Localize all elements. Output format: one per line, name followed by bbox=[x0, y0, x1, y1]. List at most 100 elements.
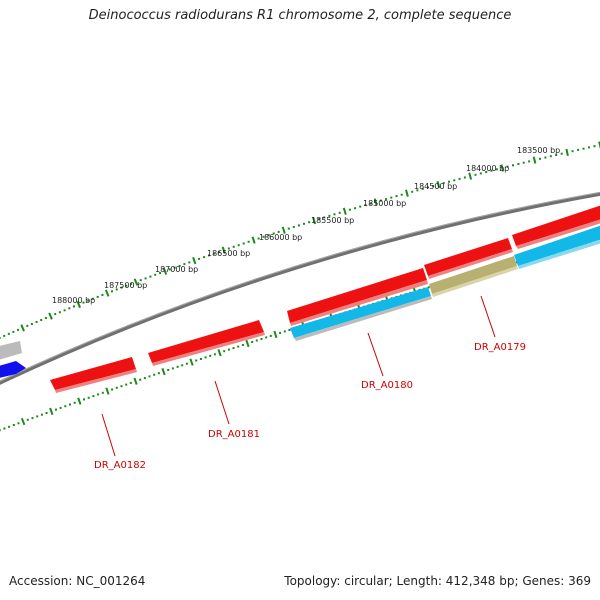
outer-ruler-dot bbox=[303, 222, 305, 225]
inner-ruler-tick bbox=[133, 377, 138, 385]
gene-gray-lower[interactable] bbox=[294, 296, 432, 341]
outer-ruler-dot bbox=[348, 208, 351, 211]
outer-ruler-dot bbox=[453, 179, 456, 182]
outer-ruler-dot bbox=[582, 147, 585, 150]
ruler-label: 187500 bp bbox=[104, 281, 147, 290]
outer-ruler-dot bbox=[3, 334, 6, 337]
gene-label-dr-a0180[interactable]: DR_A0180 bbox=[361, 380, 413, 391]
gene-gray-partial[interactable] bbox=[0, 341, 22, 361]
outer-ruler-dot bbox=[173, 266, 176, 269]
inner-ruler-dot bbox=[153, 373, 156, 376]
gene-label-dr-a0181[interactable]: DR_A0181 bbox=[208, 429, 260, 440]
outer-ruler-tick bbox=[500, 164, 505, 172]
outer-ruler-tick bbox=[133, 278, 139, 286]
outer-ruler-dot bbox=[528, 160, 531, 163]
outer-ruler-dot bbox=[96, 295, 99, 298]
inner-ruler-tick bbox=[161, 367, 166, 376]
outer-ruler-dot bbox=[159, 272, 162, 274]
gene-cyan-right[interactable] bbox=[514, 224, 600, 269]
outer-ruler-dot bbox=[588, 146, 590, 149]
gene-red-top[interactable] bbox=[424, 238, 513, 279]
inner-ruler-dot bbox=[427, 286, 430, 289]
outer-ruler-dot bbox=[237, 244, 240, 247]
inner-ruler-dot bbox=[40, 413, 43, 416]
gene-blue-partial[interactable] bbox=[0, 361, 26, 379]
outer-ruler-dot bbox=[333, 213, 336, 216]
outer-ruler-dot bbox=[12, 330, 15, 333]
callout-dr-a0182 bbox=[101, 413, 116, 457]
inner-ruler-dot bbox=[36, 415, 39, 418]
inner-ruler-dot bbox=[279, 331, 282, 334]
outer-ruler-dot bbox=[154, 273, 157, 276]
outer-ruler-tick bbox=[565, 148, 569, 157]
outer-ruler-dot bbox=[232, 245, 235, 248]
gene-label-dr-a0179[interactable]: DR_A0179 bbox=[474, 342, 526, 353]
inner-ruler-dot bbox=[265, 336, 268, 339]
inner-ruler-dot bbox=[115, 386, 118, 389]
outer-ruler-dot bbox=[144, 277, 147, 280]
inner-ruler-dot bbox=[12, 424, 15, 426]
inner-ruler-dot bbox=[251, 341, 254, 343]
gene-dr-a0180[interactable] bbox=[287, 268, 428, 326]
inner-ruler-dot bbox=[129, 381, 132, 384]
outer-ruler-dot bbox=[7, 332, 10, 335]
outer-ruler-dot bbox=[416, 189, 419, 192]
inner-ruler-dot bbox=[55, 408, 57, 411]
outer-ruler-dot bbox=[292, 226, 295, 228]
inner-ruler-tick bbox=[273, 330, 278, 339]
outer-ruler-dot bbox=[198, 257, 201, 260]
outer-ruler-dot bbox=[188, 261, 191, 264]
inner-ruler-dot bbox=[17, 422, 20, 425]
outer-ruler-dot bbox=[17, 328, 19, 331]
inner-ruler-dot bbox=[288, 329, 291, 331]
outer-ruler-dot bbox=[485, 171, 488, 174]
outer-ruler-dot bbox=[139, 279, 142, 282]
outer-ruler-tick bbox=[48, 312, 53, 320]
gene-cyan-left[interactable] bbox=[290, 287, 431, 338]
map-title: Deinococcus radiodurans R1 chromosome 2,… bbox=[88, 8, 512, 23]
callout-dr-a0181 bbox=[214, 380, 230, 425]
outer-ruler-dot bbox=[495, 168, 498, 171]
inner-ruler-dot bbox=[101, 391, 104, 394]
ruler-label: 188000 bp bbox=[52, 296, 95, 305]
outer-ruler-dot bbox=[390, 196, 393, 199]
outer-ruler-dot bbox=[257, 237, 260, 240]
inner-ruler-dot bbox=[143, 377, 146, 380]
outer-ruler-dot bbox=[544, 156, 547, 159]
gene-red-right-top[interactable] bbox=[512, 204, 600, 249]
gene-label-dr-a0182[interactable]: DR_A0182 bbox=[94, 460, 146, 471]
outer-ruler-dot bbox=[111, 290, 113, 293]
outer-ruler-dot bbox=[517, 163, 520, 165]
outer-ruler-dot bbox=[297, 224, 300, 227]
outer-ruler-dot bbox=[242, 242, 245, 245]
inner-ruler-dot bbox=[111, 388, 114, 391]
outer-ruler-dot bbox=[125, 284, 128, 287]
inner-ruler-tick bbox=[189, 358, 194, 366]
outer-ruler-dot bbox=[130, 282, 133, 285]
topology-text: Topology: circular; Length: 412,348 bp; … bbox=[284, 574, 591, 588]
outer-ruler-dot bbox=[120, 286, 123, 289]
outer-ruler-dot bbox=[593, 145, 596, 148]
outer-ruler-dot bbox=[287, 227, 290, 230]
inner-ruler-dot bbox=[3, 427, 6, 430]
ruler-label: 183500 bp bbox=[517, 146, 560, 155]
outer-ruler-dot bbox=[178, 264, 181, 267]
outer-ruler-dot bbox=[30, 323, 33, 325]
outer-ruler-dot bbox=[0, 337, 1, 339]
gene-dr-a0181[interactable] bbox=[148, 320, 265, 366]
inner-ruler-dot bbox=[120, 385, 123, 388]
outer-ruler-dot bbox=[26, 324, 29, 327]
inner-ruler-dot bbox=[157, 372, 160, 375]
outer-ruler-dot bbox=[58, 311, 61, 314]
outer-ruler-dot bbox=[40, 319, 43, 321]
outer-ruler-tick bbox=[598, 141, 600, 149]
outer-ruler-tick bbox=[221, 246, 226, 254]
ruler-label: 186500 bp bbox=[207, 249, 250, 258]
outer-ruler-tick bbox=[76, 300, 82, 309]
gene-olive[interactable] bbox=[429, 256, 518, 297]
outer-ruler-dot bbox=[212, 252, 215, 255]
gene-dr-a0182[interactable] bbox=[50, 357, 137, 393]
inner-ruler-dot bbox=[83, 398, 85, 401]
outer-ruler-dot bbox=[149, 275, 152, 278]
